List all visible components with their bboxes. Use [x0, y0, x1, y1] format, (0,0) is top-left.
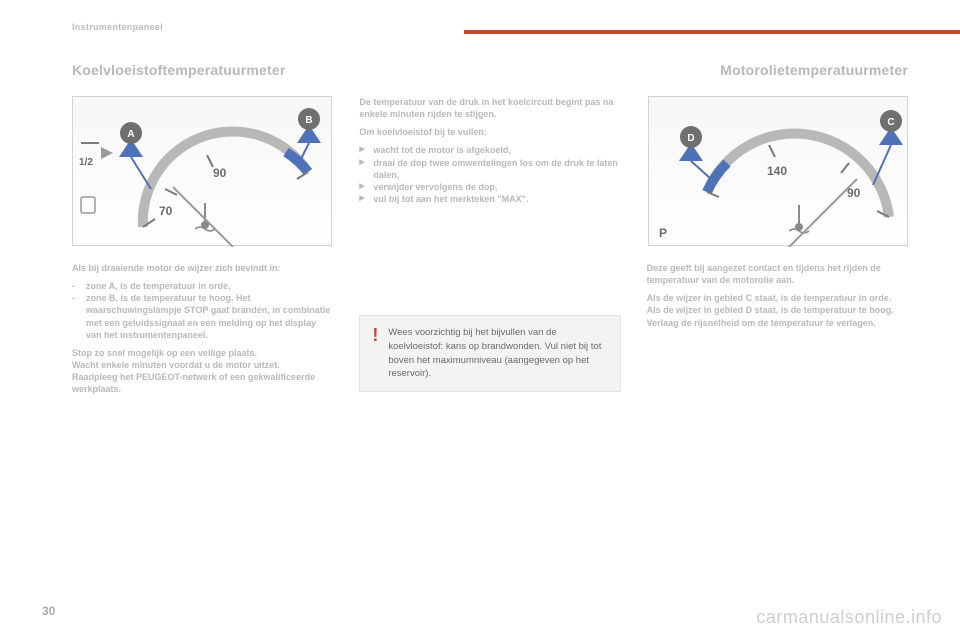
refill-sub: Om koelvloeistof bij te vullen: [359, 126, 620, 138]
coolant-lead: Als bij draaiende motor de wijzer zich b… [72, 262, 333, 274]
watermark: carmanualsonline.info [756, 607, 942, 628]
svg-text:C: C [887, 117, 894, 128]
content-columns: Koelvloeistoftemperatuurmeter 1/2 [72, 62, 908, 395]
svg-text:B: B [305, 115, 312, 126]
oil-para2: Als de wijzer in gebied C staat, is de t… [647, 292, 908, 304]
oil-gauge: P 140 90 [648, 96, 908, 246]
title-oil: Motorolietemperatuurmeter [647, 62, 908, 78]
p-mark: P [659, 226, 667, 240]
marker-a: A [119, 122, 151, 189]
coolant-bullet-b: zone B, is de temperatuur te hoog. Het w… [86, 292, 333, 341]
marker-d: D [679, 126, 711, 179]
refill-b3: verwijder vervolgens de dop, [373, 181, 497, 193]
coolant-gauge-svg: 1/2 70 90 [73, 97, 333, 247]
title-coolant: Koelvloeistoftemperatuurmeter [72, 62, 333, 78]
coolant-gauge: 1/2 70 90 [72, 96, 332, 246]
warning-icon: ! [372, 326, 378, 381]
refill-lead: De temperatuur van de druk in het koelci… [359, 96, 620, 120]
header-section-label: Instrumentenpaneel [72, 22, 163, 32]
marker-b: B [297, 108, 321, 163]
coolant-para3: Raadpleeg het PEUGEOT-netwerk of een gek… [72, 371, 333, 395]
refill-b1: wacht tot de motor is afgekoeld, [373, 144, 511, 156]
refill-b2: draai de dop twee omwentelingen los om d… [373, 157, 620, 181]
coolant-scale-70: 70 [159, 204, 173, 218]
col-coolant: Koelvloeistoftemperatuurmeter 1/2 [72, 62, 333, 395]
svg-text:A: A [127, 129, 134, 140]
fuel-arrow-icon [101, 147, 113, 159]
coolant-bullets: zone A, is de temperatuur in orde, zone … [72, 280, 333, 341]
header-accent-bar [464, 30, 960, 34]
oil-scale-140: 140 [767, 164, 787, 178]
coolant-para2: Wacht enkele minuten voordat u de motor … [72, 359, 333, 371]
oil-para3: Als de wijzer in gebied D staat, is de t… [647, 304, 908, 316]
coolant-bullet-a: zone A, is de temperatuur in orde, [86, 280, 231, 292]
refill-bullets: wacht tot de motor is afgekoeld, draai d… [359, 144, 620, 205]
oil-para4: Verlaag de rijsnelheid om de temperatuur… [647, 317, 908, 329]
marker-c: C [873, 110, 903, 185]
caution-text: Wees voorzichtig bij het bijvullen van d… [388, 326, 607, 381]
coolant-scale-90: 90 [213, 166, 227, 180]
oil-para1: Deze geeft bij aangezet contact en tijde… [647, 262, 908, 286]
refill-b4: vul bij tot aan het merkteken "MAX". [373, 193, 528, 205]
page-number: 30 [42, 604, 55, 618]
oil-gauge-svg: P 140 90 [649, 97, 909, 247]
coolant-para1: Stop zo snel mogelijk op een veilige pla… [72, 347, 333, 359]
svg-text:D: D [687, 133, 694, 144]
col-oil: Motorolietemperatuurmeter P 140 90 [647, 62, 908, 395]
fuel-half-label: 1/2 [79, 157, 93, 168]
caution-box: ! Wees voorzichtig bij het bijvullen van… [359, 315, 620, 392]
col-refill: De temperatuur van de druk in het koelci… [359, 62, 620, 395]
manual-page: Instrumentenpaneel Koelvloeistoftemperat… [0, 0, 960, 640]
